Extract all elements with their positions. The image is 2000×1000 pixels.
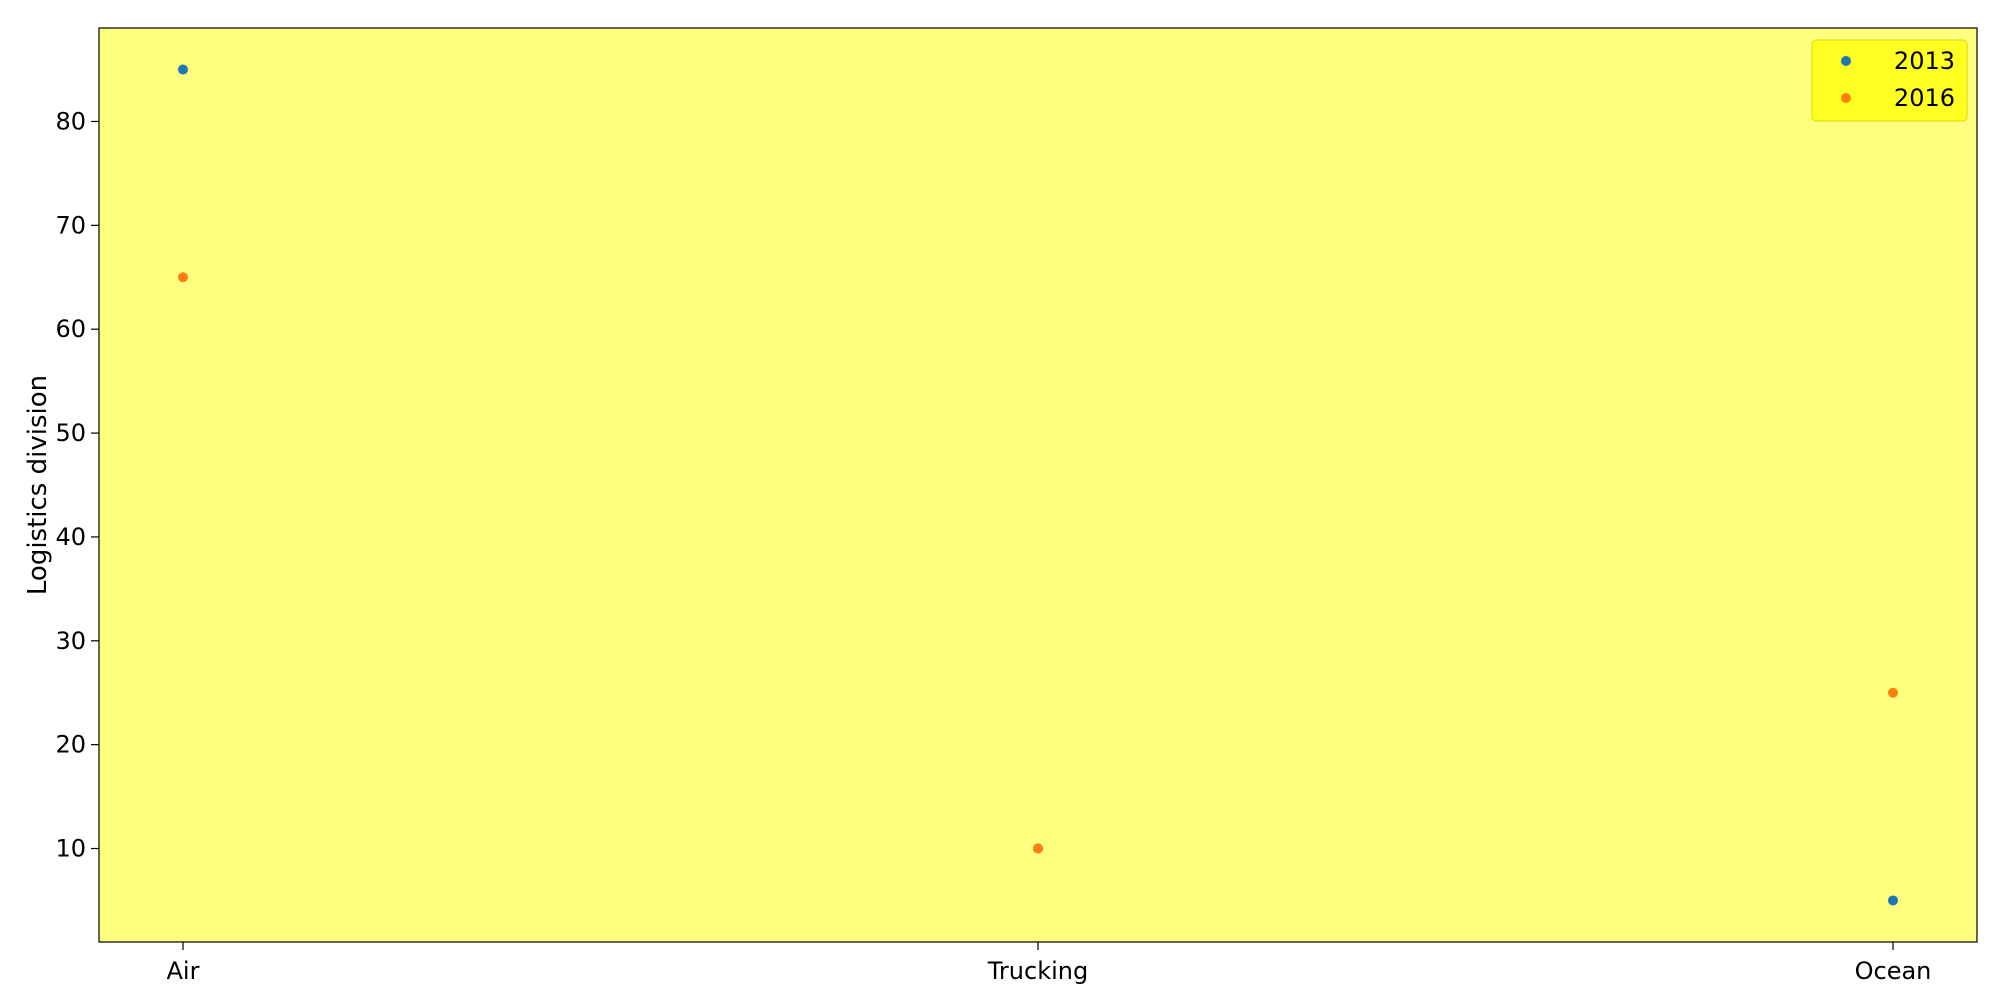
plot-area (99, 28, 1977, 942)
plot-frame (98, 27, 1978, 943)
legend-marker-2013 (1841, 56, 1851, 66)
y-axis: 10 20 30 40 50 60 70 80 (55, 107, 99, 863)
y-tick-label: 30 (55, 627, 86, 655)
y-tick-label: 50 (55, 419, 86, 447)
point-2016-ocean (1888, 687, 1898, 698)
x-tick-label: Trucking (987, 957, 1088, 985)
legend-marker-2016 (1841, 93, 1851, 103)
legend-label-2013: 2013 (1894, 47, 1955, 75)
point-2016-air (178, 272, 188, 283)
legend-label-2016: 2016 (1894, 84, 1955, 112)
y-tick-label: 20 (55, 731, 86, 759)
legend: 2013 2016 (1811, 39, 1968, 122)
y-tick-label: 40 (55, 523, 86, 551)
x-tick-label: Ocean (1855, 957, 1932, 985)
y-tick-label: 60 (55, 315, 86, 343)
x-tick-label: Air (167, 957, 200, 985)
point-2013-ocean (1888, 895, 1898, 906)
y-tick-label: 80 (55, 107, 86, 135)
data-points (178, 64, 1898, 906)
point-2016-trucking (1033, 843, 1043, 854)
y-axis-label: Logistics division (23, 375, 53, 595)
point-2013-air (178, 64, 188, 75)
y-tick-label: 70 (55, 211, 86, 239)
y-tick-label: 10 (55, 835, 86, 863)
x-axis: Air Trucking Ocean (167, 942, 1932, 985)
